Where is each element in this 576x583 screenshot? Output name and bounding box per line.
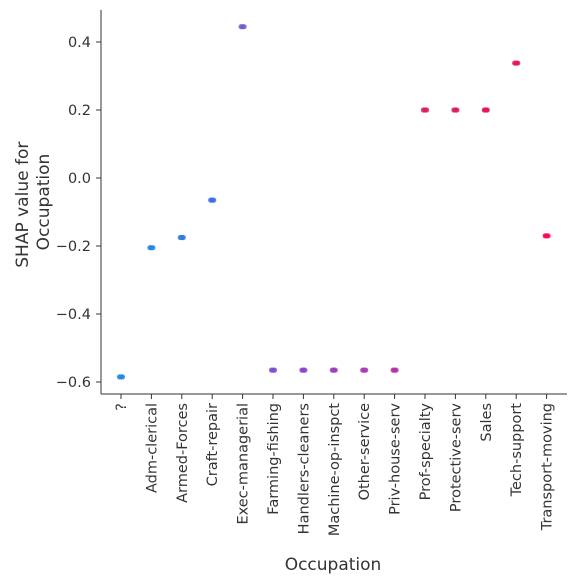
data-point [363,367,369,373]
data-point [515,60,521,66]
x-tick-label: Craft-repair [205,403,221,486]
x-tick-label: Farming-fishing [266,403,282,515]
y-axis-title-line-2: Occupation [34,154,54,251]
y-tick-label: 0.2 [68,103,91,119]
y-tick-label: −0.4 [56,307,91,323]
data-point [119,374,126,380]
y-axis-title-line-1: SHAP value for [13,142,33,268]
x-tick-label: Machine-op-inspct [327,403,343,536]
y-tick-label: 0.0 [68,171,91,187]
x-tick-label: Prof-specialty [418,403,434,501]
data-point [545,233,551,239]
data-point [241,24,247,30]
data-point [211,197,217,203]
data-point [332,367,338,373]
data-point [271,367,278,373]
x-tick-label: Handlers-cleaners [296,403,312,534]
x-tick-label: Sales [479,403,495,442]
y-tick-label: −0.6 [56,375,91,391]
data-point [484,107,490,113]
x-axis-ticks: ? Adm-clerical Armed-Forces Craft-repair Exe… [114,394,556,536]
x-tick-label: ? [114,403,130,411]
x-tick-label: Protective-serv [448,403,464,512]
x-tick-label: Tech-support [509,403,525,498]
y-axis-ticks: 0.4 0.2 0.0 −0.2 −0.4 −0.6 [56,35,101,391]
data-point [180,234,186,241]
x-tick-label: Other-service [357,403,373,500]
data-point [454,107,460,113]
x-tick-label: Priv-house-serv [388,403,404,515]
data-point [302,367,308,373]
x-tick-label: Adm-clerical [144,403,160,493]
x-tick-label: Transport-moving [540,403,556,531]
axes-spines [100,10,567,395]
x-axis-title: Occupation [285,555,382,575]
data-point [393,367,399,373]
y-tick-label: −0.2 [56,239,91,255]
y-axis-title: SHAP value for Occupation [13,136,54,267]
data-point [423,107,430,113]
y-tick-label: 0.4 [68,35,91,51]
data-point [150,245,156,251]
data-points [116,24,551,380]
x-tick-label: Armed-Forces [175,403,191,503]
x-tick-label: Exec-managerial [236,403,252,525]
